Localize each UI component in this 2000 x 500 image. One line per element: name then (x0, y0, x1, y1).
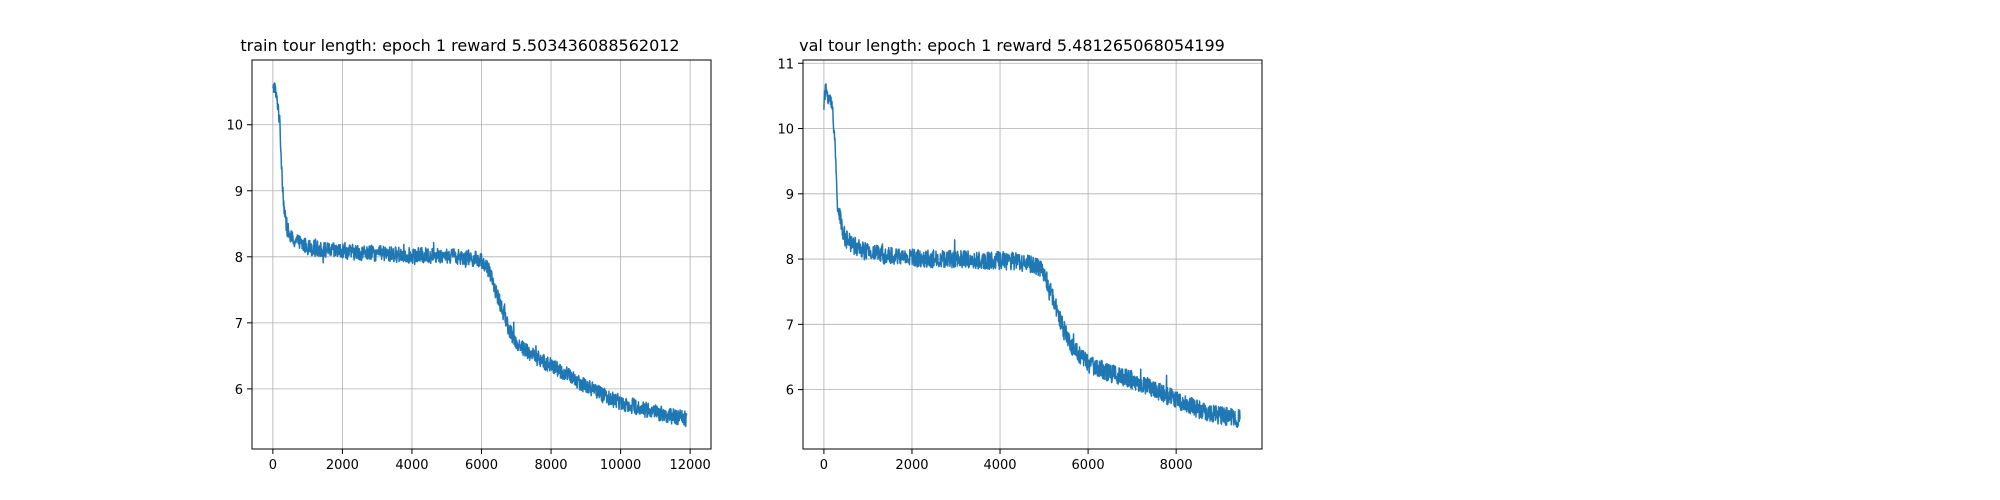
val-y-axis: 6 7 8 9 10 11 (777, 57, 803, 399)
val-xtick-label: 2000 (895, 458, 928, 473)
train-xtick-label: 12000 (669, 458, 710, 473)
train-chart-title: train tour length: epoch 1 reward 5.5034… (240, 36, 679, 55)
val-ytick-label: 7 (786, 318, 794, 333)
train-ytick-label: 7 (235, 317, 243, 332)
train-ytick-label: 9 (235, 185, 243, 200)
val-ytick-label: 11 (777, 57, 794, 72)
train-grid (252, 60, 711, 449)
val-ytick-label: 10 (777, 123, 794, 138)
val-xtick-label: 0 (820, 458, 828, 473)
train-xtick-label: 0 (269, 458, 277, 473)
train-chart: train tour length: epoch 1 reward 5.5034… (226, 36, 712, 473)
val-xtick-label: 6000 (1072, 458, 1105, 473)
val-chart: val tour length: epoch 1 reward 5.481265… (777, 36, 1263, 473)
val-series (823, 83, 1241, 429)
val-ytick-label: 8 (786, 253, 794, 268)
train-xtick-label: 8000 (534, 458, 567, 473)
train-ytick-label: 8 (235, 251, 243, 266)
train-xtick-label: 4000 (395, 458, 428, 473)
train-xtick-label: 6000 (465, 458, 498, 473)
val-ytick-label: 6 (786, 384, 794, 399)
train-y-axis: 6 7 8 9 10 (226, 119, 252, 398)
val-chart-title: val tour length: epoch 1 reward 5.481265… (799, 36, 1225, 55)
val-x-axis: 0 2000 4000 6000 8000 (820, 449, 1193, 473)
train-x-axis: 0 2000 4000 6000 8000 10000 12000 (269, 449, 711, 473)
val-ytick-label: 9 (786, 188, 794, 203)
val-plot-frame (802, 59, 1263, 450)
train-series-line (272, 82, 688, 428)
train-ytick-label: 6 (235, 383, 243, 398)
val-series-line (823, 83, 1241, 429)
train-series (272, 82, 688, 428)
train-xtick-label: 2000 (326, 458, 359, 473)
val-xtick-label: 4000 (983, 458, 1016, 473)
train-ytick-label: 10 (226, 119, 243, 134)
val-xtick-label: 8000 (1160, 458, 1193, 473)
train-xtick-label: 10000 (600, 458, 641, 473)
